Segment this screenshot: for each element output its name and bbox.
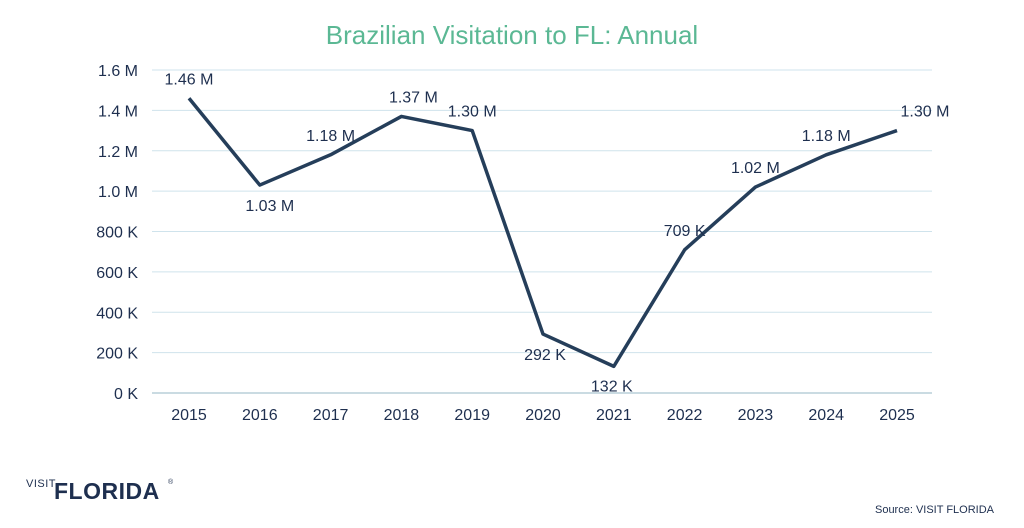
source-note: Source: VISIT FLORIDA <box>874 504 994 516</box>
data-label: 132 K <box>591 378 633 395</box>
gridlines <box>152 69 932 354</box>
x-tick-label: 2021 <box>596 407 632 424</box>
x-tick-label: 2017 <box>313 407 349 424</box>
data-label: 1.30 M <box>901 104 950 121</box>
x-tick-label: 2025 <box>879 407 915 424</box>
data-label: 1.46 M <box>165 71 214 88</box>
visit-florida-logo: VISIT FLORIDA ® <box>26 476 186 512</box>
y-tick-label: 800 K <box>96 225 138 242</box>
data-label: 292 K <box>524 347 566 364</box>
data-labels: 1.46 M 1.03 M 1.18 M 1.37 M 1.30 M 292 K 132 K… <box>165 71 950 395</box>
data-label: 709 K <box>664 223 706 240</box>
y-axis-tick-labels: 0 K 200 K 400 K 600 K 800 K 1.0 M 1.2 M 1.4 M 1.… <box>96 63 138 403</box>
x-tick-label: 2019 <box>454 407 490 424</box>
data-label: 1.18 M <box>802 128 851 145</box>
y-tick-label: 1.0 M <box>98 184 138 201</box>
x-tick-label: 2022 <box>667 407 703 424</box>
logo-trademark: ® <box>168 479 174 486</box>
x-axis-tick-labels: 2015 2016 2017 2018 2019 2020 2021 2022 2023 2024… <box>171 407 915 424</box>
y-tick-label: 1.4 M <box>98 103 138 120</box>
x-tick-label: 2024 <box>808 407 844 424</box>
x-tick-label: 2023 <box>738 407 774 424</box>
y-tick-label: 1.2 M <box>98 144 138 161</box>
y-tick-label: 1.6 M <box>98 63 138 80</box>
y-tick-label: 0 K <box>114 386 138 403</box>
y-tick-label: 200 K <box>96 346 138 363</box>
y-tick-label: 600 K <box>96 265 138 282</box>
data-label: 1.18 M <box>306 128 355 145</box>
data-label: 1.03 M <box>245 198 294 215</box>
chart-title: Brazilian Visitation to FL: Annual <box>325 20 699 50</box>
logo-visit-text: VISIT <box>26 478 57 490</box>
y-tick-label: 400 K <box>96 305 138 322</box>
x-tick-label: 2016 <box>242 407 278 424</box>
series-line <box>187 97 898 369</box>
data-label: 1.37 M <box>389 89 438 106</box>
logo-florida-text: FLORIDA <box>54 478 160 504</box>
x-tick-label: 2015 <box>171 407 207 424</box>
x-tick-label: 2020 <box>525 407 561 424</box>
x-tick-label: 2018 <box>384 407 420 424</box>
data-label: 1.02 M <box>731 160 780 177</box>
data-label: 1.30 M <box>448 104 497 121</box>
